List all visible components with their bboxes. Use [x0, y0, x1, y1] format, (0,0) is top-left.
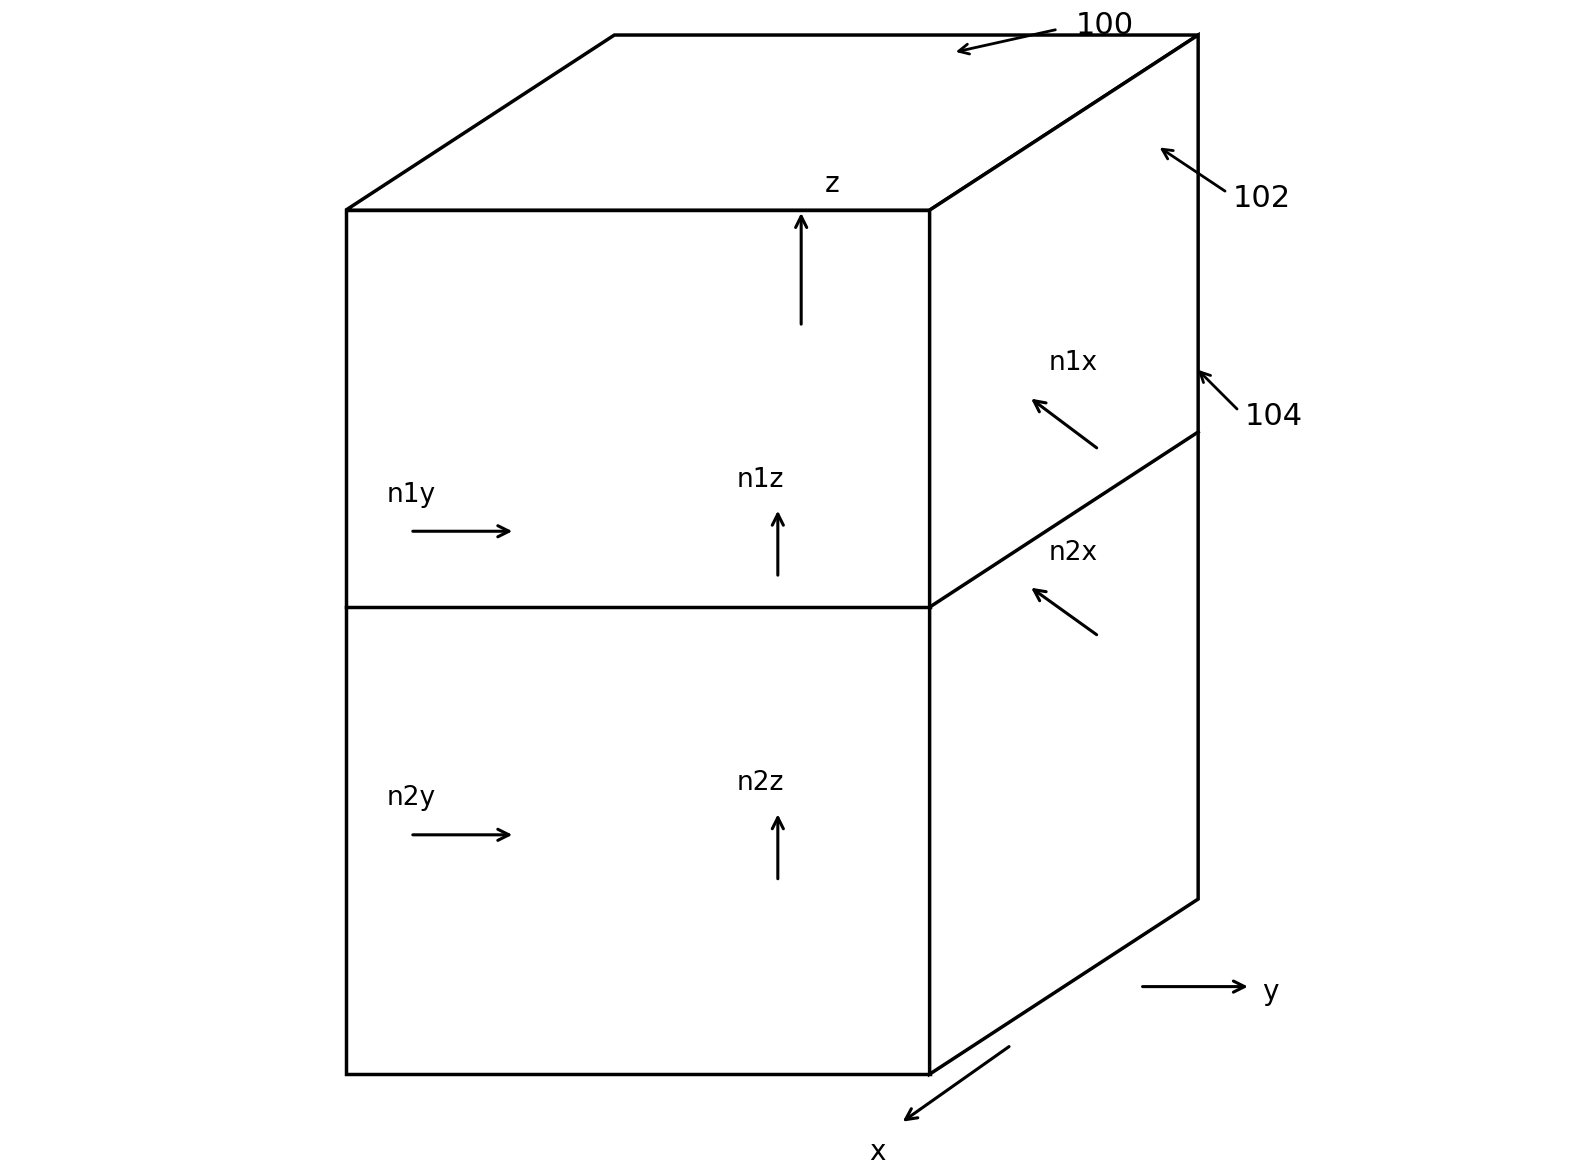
Text: n2y: n2y [387, 786, 436, 812]
Polygon shape [930, 35, 1198, 1074]
Text: 104: 104 [1244, 402, 1303, 432]
Polygon shape [346, 35, 1198, 210]
Text: x: x [868, 1138, 886, 1166]
Text: n1x: n1x [1048, 350, 1097, 377]
Text: n2x: n2x [1048, 541, 1097, 567]
Text: z: z [824, 170, 840, 198]
Text: 102: 102 [1233, 184, 1292, 213]
Polygon shape [346, 210, 930, 1074]
Text: n1z: n1z [737, 467, 785, 493]
Text: n1y: n1y [387, 482, 436, 508]
Text: n2z: n2z [737, 771, 785, 796]
Text: 100: 100 [1075, 12, 1134, 40]
Text: y: y [1262, 978, 1279, 1006]
